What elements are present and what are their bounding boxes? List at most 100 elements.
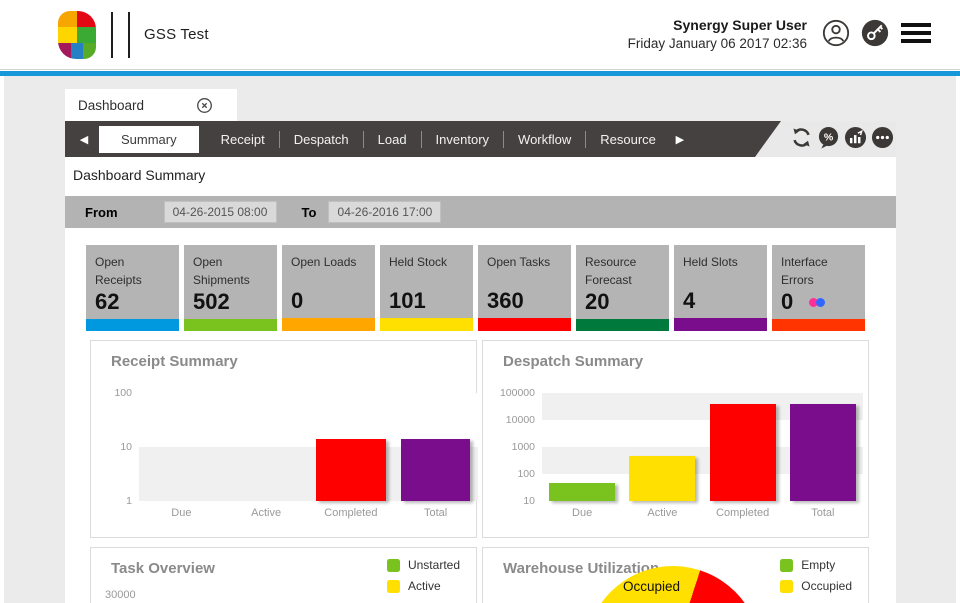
legend-label: Unstarted xyxy=(407,558,460,572)
key-icon xyxy=(861,19,889,50)
refresh-icon xyxy=(790,126,813,152)
legend-swatch xyxy=(386,558,400,572)
kpi-value: 502 xyxy=(193,289,230,314)
nav-tab-inventory[interactable]: Inventory xyxy=(435,131,490,147)
page-title: Dashboard Summary xyxy=(73,167,206,183)
chart-export-icon xyxy=(844,126,867,152)
kpi-card-held-slots[interactable]: Held Slots 4 xyxy=(674,245,767,331)
kpi-card-open-receipts[interactable]: Open Receipts 62 xyxy=(86,245,179,331)
refresh-button[interactable] xyxy=(790,126,813,152)
content-pane: Dashboard Summary From To Open Receipts6… xyxy=(65,157,896,603)
main-menu-button[interactable] xyxy=(900,20,932,49)
to-date-input[interactable] xyxy=(328,201,442,223)
kpi-card-held-stock[interactable]: Held Stock 101 xyxy=(380,245,473,331)
x-category-label: Due xyxy=(171,507,192,519)
from-label: From xyxy=(85,204,118,220)
to-label: To xyxy=(301,204,317,220)
kpi-card-open-tasks[interactable]: Open Tasks 360 xyxy=(478,245,571,331)
grid-band xyxy=(139,393,478,447)
tab-close-icon[interactable] xyxy=(196,97,213,114)
bar-active[interactable] xyxy=(629,456,696,501)
kpi-color-bar xyxy=(282,318,375,331)
utilization-button[interactable]: % xyxy=(817,126,840,152)
kpi-label: Interface Errors xyxy=(781,255,828,287)
y-tick-label: 10000 xyxy=(505,414,535,426)
user-name: Synergy Super User xyxy=(673,16,807,33)
x-category-label: Completed xyxy=(716,507,770,519)
legend-item-active[interactable]: Active xyxy=(386,579,460,593)
kpi-row: Open Receipts 62 Open Shipments 502 Open Loa… xyxy=(86,245,865,331)
nav-separator xyxy=(585,130,587,148)
nav-scroll-left-icon[interactable]: ◀ xyxy=(79,133,89,146)
kpi-value: 0 xyxy=(291,288,304,313)
kpi-label: Resource Forecast xyxy=(585,255,637,287)
y-tick-label: 100000 xyxy=(499,387,535,399)
auth-key-button[interactable] xyxy=(861,19,889,50)
bar-total[interactable] xyxy=(789,403,856,501)
nav-tab-resource[interactable]: Resource xyxy=(600,131,656,147)
legend-item-occupied[interactable]: Occupied xyxy=(780,579,852,593)
bar-completed[interactable] xyxy=(316,439,386,501)
panel-title: Receipt Summary xyxy=(111,353,238,370)
nav-separator xyxy=(278,130,280,148)
accent-bar xyxy=(0,71,960,76)
date-filter-bar: From To xyxy=(65,196,896,228)
status-dot xyxy=(816,297,826,307)
legend-swatch xyxy=(780,558,794,572)
app-header: GSS Test Synergy Super User Friday Janua… xyxy=(0,0,960,70)
legend-swatch xyxy=(780,579,794,593)
app-name: GSS Test xyxy=(144,26,209,43)
legend-label: Occupied xyxy=(801,579,852,593)
legend-item-empty[interactable]: Empty xyxy=(780,558,852,572)
nav-tab-receipt[interactable]: Receipt xyxy=(220,131,265,147)
y-tick-label: 30000 xyxy=(105,589,136,601)
more-actions-button[interactable] xyxy=(871,126,894,152)
kpi-card-open-loads[interactable]: Open Loads 0 xyxy=(282,245,375,331)
x-category-label: Active xyxy=(251,507,282,519)
y-tick-label: 10 xyxy=(523,495,535,507)
x-category-label: Total xyxy=(811,507,835,519)
panel-receipt-summary: Receipt Summary 1 10 100 Due Active Complete… xyxy=(90,340,478,538)
kpi-color-bar xyxy=(184,319,277,331)
kpi-label: Open Receipts xyxy=(95,255,142,287)
kpi-card-open-shipments[interactable]: Open Shipments 502 xyxy=(184,245,277,331)
y-tick-label: 1000 xyxy=(511,441,535,453)
kpi-value-row: 0 xyxy=(282,288,375,318)
kpi-value: 0 xyxy=(781,289,794,314)
bar-due[interactable] xyxy=(549,482,616,501)
nav-tab-summary[interactable]: Summary xyxy=(99,125,199,153)
from-date-input[interactable] xyxy=(163,201,277,223)
kpi-label: Open Tasks xyxy=(487,255,551,269)
kpi-value-row: 0 xyxy=(772,289,865,319)
svg-text:%: % xyxy=(824,131,834,143)
kpi-value: 62 xyxy=(95,289,120,314)
nav-separator xyxy=(503,130,505,148)
kpi-value-row: 20 xyxy=(576,289,669,319)
bar-completed[interactable] xyxy=(709,403,776,501)
panel-task-overview: Task Overview Unstarted Active 30000 xyxy=(90,547,477,603)
chart-export-button[interactable] xyxy=(844,126,867,152)
receipt-chart-plot: 1 10 100 xyxy=(114,387,478,507)
panel-title: Despatch Summary xyxy=(503,353,644,370)
nav-separator xyxy=(420,130,422,148)
legend-item-unstarted[interactable]: Unstarted xyxy=(386,558,460,572)
nav-scroll-right-icon[interactable]: ▶ xyxy=(675,133,685,146)
hamburger-menu-icon xyxy=(900,20,932,49)
kpi-value: 360 xyxy=(487,288,524,313)
nav-tab-workflow[interactable]: Workflow xyxy=(518,131,572,147)
y-tick-label: 10 xyxy=(120,441,132,453)
y-tick-label: 100 xyxy=(517,468,535,480)
nav-separator xyxy=(362,130,364,148)
user-profile-button[interactable] xyxy=(822,19,850,50)
kpi-card-interface-errors[interactable]: Interface Errors 0 xyxy=(772,245,865,331)
kpi-card-resource-forecast[interactable]: Resource Forecast 20 xyxy=(576,245,669,331)
kpi-label: Held Slots xyxy=(683,255,738,269)
nav-tab-load[interactable]: Load xyxy=(377,131,407,147)
kpi-value-row: 502 xyxy=(184,289,277,319)
bar-total[interactable] xyxy=(400,439,471,501)
kpi-color-bar xyxy=(674,318,767,331)
kpi-color-bar xyxy=(576,319,669,331)
tab-dashboard[interactable]: Dashboard xyxy=(65,89,237,121)
nav-tab-despatch[interactable]: Despatch xyxy=(293,131,349,147)
kpi-color-bar xyxy=(772,319,865,331)
